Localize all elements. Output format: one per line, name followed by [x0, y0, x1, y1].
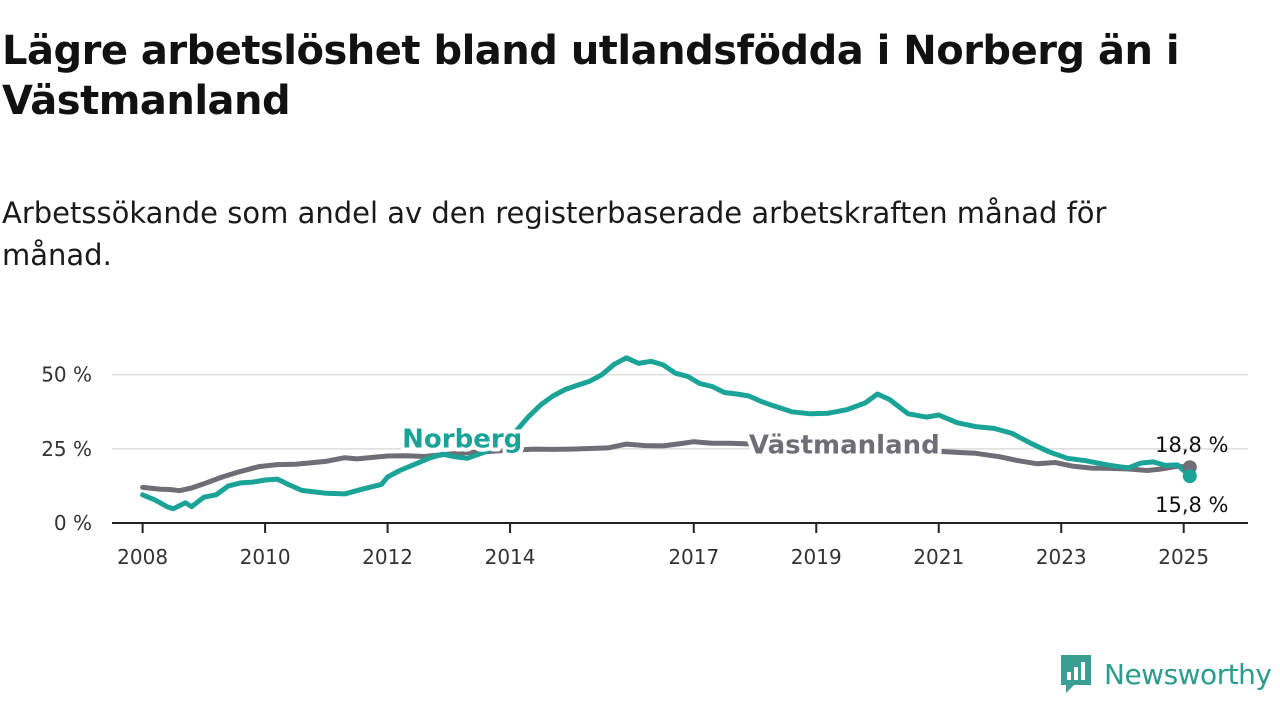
brand-name: Newsworthy	[1104, 657, 1272, 691]
x-tick-label: 2010	[240, 545, 291, 569]
series-line-vastmanland	[140, 439, 1193, 494]
y-tick-label: 50 %	[41, 363, 92, 387]
y-tick-label: 25 %	[41, 437, 92, 461]
end-label-norberg: 15,8 %	[1155, 493, 1228, 517]
x-tick-label: 2025	[1158, 545, 1209, 569]
x-tick-label: 2019	[791, 545, 842, 569]
x-tick-label: 2008	[117, 545, 168, 569]
end-label-vastmanland: 18,8 %	[1155, 433, 1228, 457]
chart-subtitle: Arbetssökande som andel av den registerb…	[2, 196, 1107, 272]
series-line-norberg	[140, 355, 1193, 512]
newsworthy-logo-icon	[1061, 655, 1091, 693]
y-tick-label: 0 %	[54, 511, 92, 535]
x-tick-label: 2021	[913, 545, 964, 569]
series-label-norberg: Norberg	[402, 424, 522, 454]
x-tick-label: 2012	[362, 545, 413, 569]
x-tick-label: 2014	[485, 545, 536, 569]
chart-title: Lägre arbetslöshet bland utlandsfödda i …	[2, 28, 1180, 124]
x-tick-label: 2017	[668, 545, 719, 569]
end-point-norberg	[1182, 469, 1197, 484]
series-label-vastmanland: Västmanland	[749, 430, 940, 460]
brand-logo[interactable]: Newsworthy	[1058, 652, 1272, 696]
x-tick-label: 2023	[1036, 545, 1087, 569]
